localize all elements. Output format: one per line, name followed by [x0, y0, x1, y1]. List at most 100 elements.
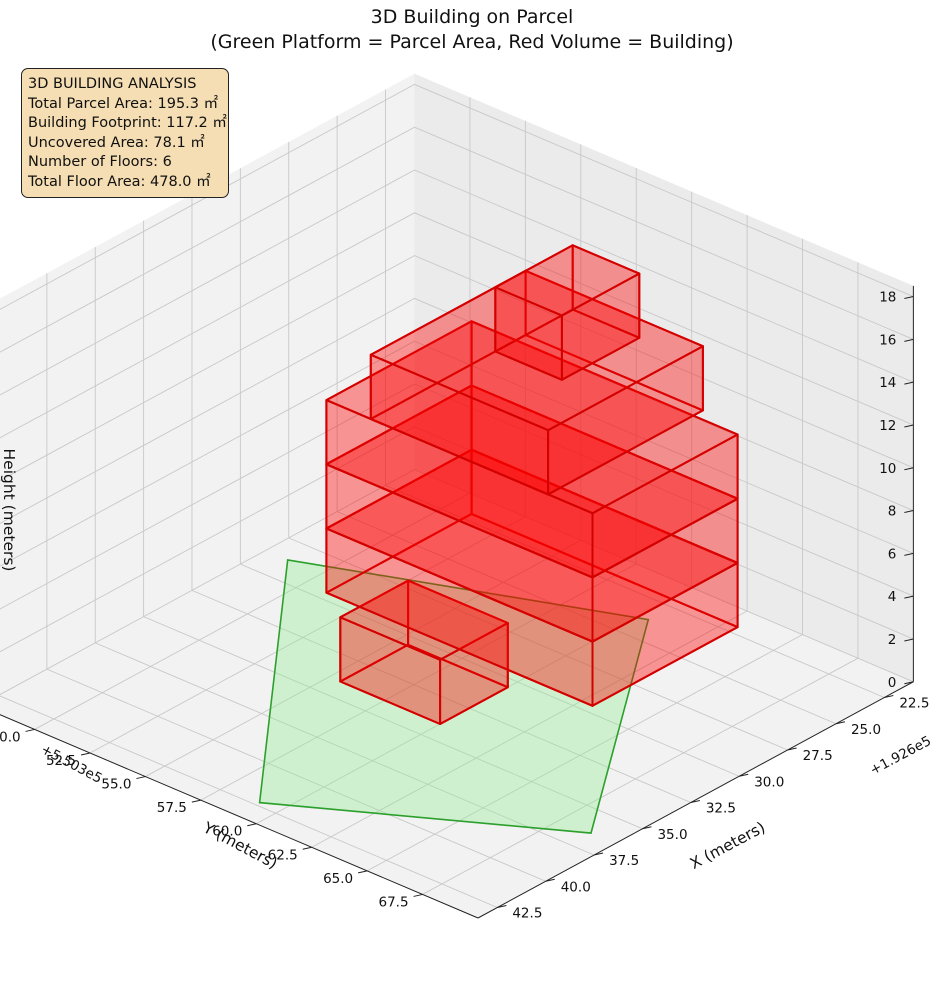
info-building-footprint: Building Footprint: 117.2 ㎡: [28, 115, 227, 131]
x-tick-mark: [690, 800, 700, 803]
z-tick-mark: [904, 296, 914, 300]
y-tick-label: 57.5: [157, 800, 187, 816]
x-tick-label: 35.0: [657, 827, 687, 843]
x-tick-label: 25.0: [851, 722, 881, 738]
grid-line-z: [0, 169, 914, 396]
grid-line-z: [0, 255, 914, 482]
grid-line-x-floor: [46, 668, 546, 882]
back-pane-left: [414, 73, 914, 682]
y-tick-mark: [358, 870, 368, 874]
y-tick-label: 62.5: [268, 847, 298, 863]
x-tick-mark: [884, 695, 894, 698]
building-floor-5: [369, 269, 704, 496]
x-tick-mark: [787, 747, 797, 751]
z-tick-label: 8: [888, 504, 897, 520]
grid-line-y-floor: [311, 610, 748, 848]
info-number-of-floors: Number of Floors: 6: [28, 154, 172, 170]
z-tick-mark: [904, 338, 914, 342]
info-box-title: 3D BUILDING ANALYSIS: [28, 76, 197, 92]
z-tick-label: 12: [879, 418, 896, 434]
grid-line-y-floor: [89, 516, 526, 754]
x-tick-mark: [497, 905, 507, 908]
grid-line-x-floor: [385, 484, 885, 698]
grid-line-z: [0, 212, 914, 439]
y-tick-mark: [136, 776, 146, 780]
floor-5-face-5: [369, 269, 704, 432]
x-axis-label: X (meters): [687, 818, 768, 873]
floor-1-face-5: [339, 579, 509, 661]
building-floor-1: [339, 579, 509, 725]
y-tick-label: 50.0: [0, 729, 21, 745]
grid-line-x-floor: [336, 511, 837, 725]
grid-line-y-floor: [422, 657, 859, 895]
chart-subtitle: (Green Platform = Parcel Area, Red Volum…: [210, 31, 734, 53]
grid-line-z: [0, 340, 914, 567]
x-tick-label: 22.5: [899, 696, 929, 712]
grid-line-y-floor: [200, 563, 637, 801]
x-tick-mark: [739, 773, 749, 777]
x-tick-mark: [642, 826, 652, 830]
analysis-info-box: 3D BUILDING ANALYSIS Total Parcel Area: …: [21, 68, 229, 198]
info-uncovered-area: Uncovered Area: 78.1 ㎡: [28, 134, 205, 151]
grid-line-z: [0, 126, 914, 353]
z-axis-label: Height (meters): [0, 449, 18, 572]
x-tick-label: 42.5: [512, 906, 542, 922]
floor-6-face-5: [494, 244, 641, 317]
info-total-floor-area: Total Floor Area: 478.0 ㎡: [28, 173, 211, 190]
z-tick-label: 0: [888, 675, 897, 691]
x-tick-mark: [593, 852, 604, 856]
grid-line-z: [0, 297, 914, 524]
building-floor-4: [325, 320, 739, 579]
z-tick-mark: [904, 467, 914, 471]
chart-title: 3D Building on Parcel: [370, 6, 574, 28]
grid-line-x-floor: [95, 642, 595, 856]
grid-line-z: [0, 469, 914, 696]
parcel-platform: [258, 558, 650, 834]
grid-line-x-floor: [240, 563, 740, 777]
grid-line-z: [0, 383, 914, 610]
y-axis-line: [0, 714, 479, 919]
grid-line-y-floor: [145, 539, 582, 777]
z-tick-label: 18: [879, 290, 896, 306]
x-tick-label: 37.5: [609, 853, 639, 869]
z-tick-mark: [904, 638, 914, 642]
z-tick-label: 6: [888, 546, 897, 562]
z-tick-label: 4: [888, 589, 897, 605]
z-tick-mark: [904, 681, 914, 685]
x-tick-label: 40.0: [561, 879, 591, 895]
floor-pane: [0, 469, 914, 918]
back-pane-right: [0, 73, 415, 695]
z-tick-label: 2: [888, 632, 897, 648]
y-tick-mark: [413, 893, 423, 897]
y-tick-label: 55.0: [101, 777, 131, 793]
z-tick-label: 10: [879, 461, 896, 477]
x-tick-label: 32.5: [706, 801, 736, 817]
grid-line-y-floor: [366, 634, 803, 872]
grid-line-z: [0, 83, 914, 310]
y-tick-mark: [80, 752, 91, 756]
x-tick-mark: [835, 721, 846, 725]
y-tick-label: 60.0: [212, 824, 242, 840]
z-tick-label: 16: [879, 332, 896, 348]
z-tick-mark: [904, 381, 914, 385]
y-tick-mark: [191, 799, 201, 803]
z-tick-mark: [904, 510, 914, 514]
z-tick-mark: [904, 552, 914, 556]
grid-line-x-floor: [0, 695, 498, 908]
y-tick-mark: [247, 823, 257, 827]
y-tick-label: 67.5: [379, 894, 409, 910]
x-tick-label: 27.5: [803, 748, 833, 764]
floor-4-face-5: [325, 320, 739, 515]
z-tick-label: 14: [879, 375, 896, 391]
y-tick-label: 52.5: [46, 753, 76, 769]
z-tick-mark: [904, 595, 914, 599]
x-axis-line: [477, 681, 914, 919]
grid-line-x-floor: [143, 616, 643, 830]
grid-line-x-floor: [191, 589, 692, 803]
grid-line-z: [0, 426, 914, 653]
building-floor-6: [494, 244, 641, 381]
x-tick-mark: [545, 878, 555, 882]
grid-line-y-floor: [34, 492, 471, 730]
building-floor-2: [325, 448, 739, 707]
